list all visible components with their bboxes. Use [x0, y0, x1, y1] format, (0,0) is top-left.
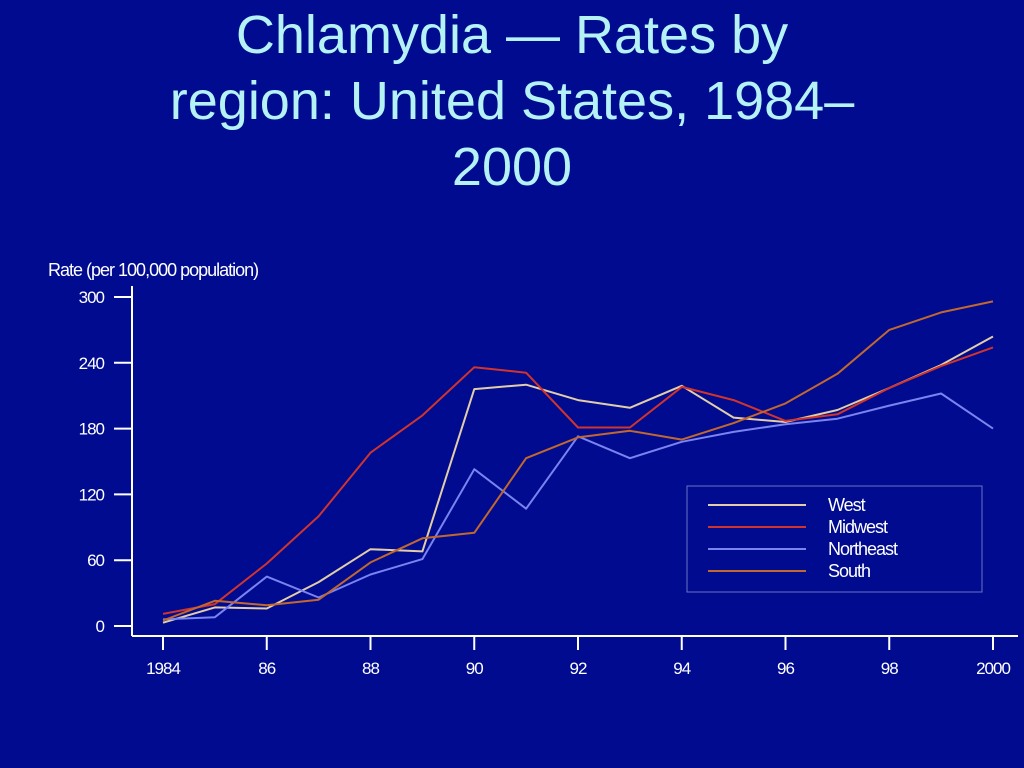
series-line-midwest [162, 346, 994, 615]
axes: 0 60 120 180 240 300 1984 86 88 90 92 94 96 98 2000 [79, 286, 1018, 678]
x-tick-label: 98 [881, 659, 898, 678]
legend-label: Midwest [828, 517, 888, 537]
y-tick-label: 0 [96, 617, 105, 636]
x-tick-label: 1984 [146, 659, 180, 678]
y-tick-label: 300 [79, 288, 105, 307]
legend-box [686, 485, 983, 593]
y-tick-label: 240 [79, 354, 105, 373]
chart-title: Chlamydia — Rates by region: United Stat… [169, 5, 855, 197]
series-lines [162, 300, 994, 624]
x-tick-label: 86 [258, 659, 275, 678]
x-tick-label: 90 [466, 659, 483, 678]
y-axis-label: Rate (per 100,000 population) [48, 260, 258, 280]
y-tick-label: 180 [79, 420, 105, 439]
legend-label: South [828, 561, 870, 581]
x-tick-label: 94 [673, 659, 690, 678]
x-tick-label: 88 [362, 659, 379, 678]
y-tick-label: 60 [87, 551, 104, 570]
series-line-south [162, 300, 994, 622]
x-tick-label: 92 [570, 659, 587, 678]
legend-label: Northeast [828, 539, 898, 559]
y-tick-label: 120 [79, 485, 105, 504]
x-tick-label: 2000 [976, 659, 1010, 678]
x-tick-label: 96 [777, 659, 794, 678]
legend-label: West [828, 495, 866, 515]
series-line-northeast [162, 392, 994, 621]
